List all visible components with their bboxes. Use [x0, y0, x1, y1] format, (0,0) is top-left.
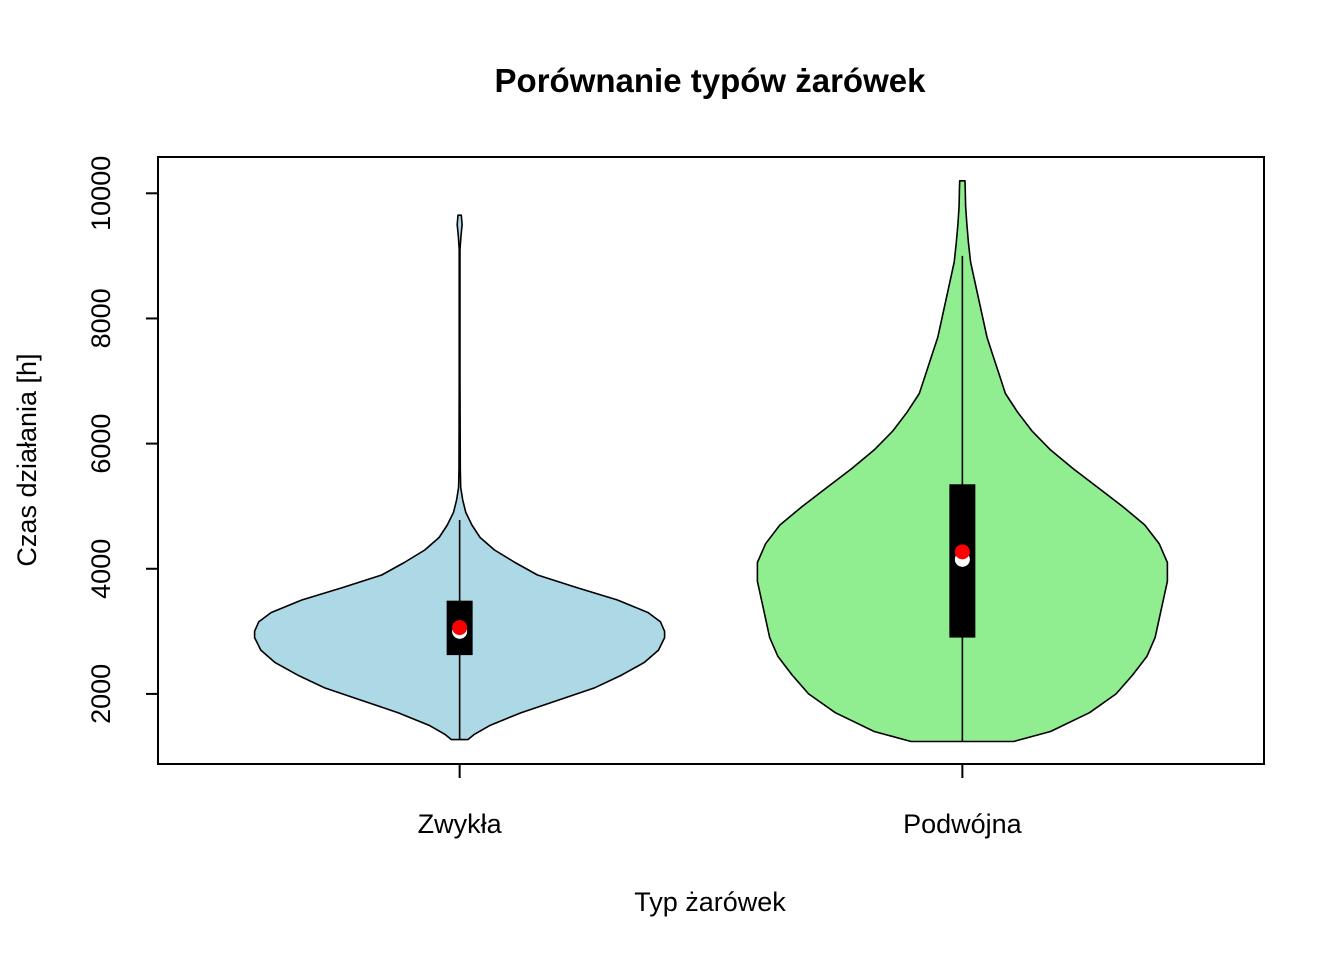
plot-frame — [157, 156, 1265, 765]
y-tick-label: 8000 — [86, 288, 116, 348]
y-tick-label: 4000 — [86, 539, 116, 599]
violins-layer — [253, 180, 1169, 743]
x-tick-label: Podwójna — [903, 809, 1023, 839]
mean-point — [452, 620, 468, 636]
y-axis-label: Czas działania [h] — [12, 353, 42, 566]
x-tick-label: Zwykła — [418, 809, 503, 839]
mean-point — [954, 544, 970, 560]
violin-2 — [756, 180, 1169, 743]
x-axis-label: Typ żarówek — [634, 887, 786, 917]
violin-1 — [253, 214, 666, 741]
x-axis: Zwykła Podwójna — [418, 763, 1023, 839]
y-tick-label: 6000 — [86, 414, 116, 474]
violin-body — [253, 214, 666, 741]
chart-title: Porównanie typów żarówek — [495, 62, 927, 99]
y-tick-label: 2000 — [86, 664, 116, 724]
y-axis: 2000 4000 6000 8000 10000 — [86, 156, 159, 724]
y-tick-label: 10000 — [86, 156, 116, 231]
